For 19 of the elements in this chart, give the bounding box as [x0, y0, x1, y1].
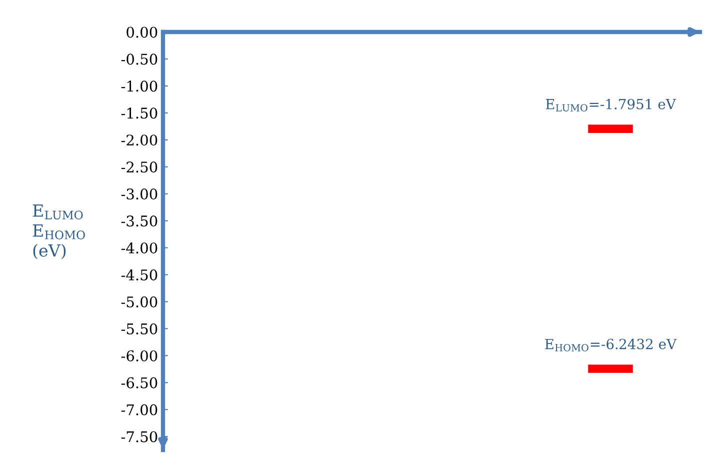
data-label: E$_{LUMO}$=-1.7951 eV: [546, 98, 676, 112]
y-tick-label: -1.50: [121, 108, 158, 119]
y-tick-label: -3.00: [121, 188, 158, 200]
y-tick-label: -5.00: [121, 296, 158, 308]
y-tick-label: -3.50: [121, 215, 158, 227]
y-tick-label: -0.50: [121, 54, 158, 65]
y-tick-label: -6.50: [121, 377, 158, 388]
y-tick-label: -2.50: [121, 162, 158, 173]
y-tick-label: -4.50: [121, 269, 158, 280]
y-tick-label: -4.00: [121, 242, 158, 254]
y-tick-label: -7.50: [121, 431, 158, 442]
y-axis-title: E$_{LUMO}$ E$_{HOMO}$ (eV): [32, 204, 85, 260]
y-tick-label: -7.00: [121, 404, 158, 416]
y-tick-label: 0.00: [126, 26, 158, 38]
y-tick-label: -2.00: [121, 134, 158, 146]
data-label: E$_{HOMO}$=-6.2432 eV: [545, 338, 677, 352]
y-tick-label: -6.00: [121, 350, 158, 362]
y-tick-label: -5.50: [121, 323, 158, 334]
y-tick-label: -1.00: [121, 80, 158, 92]
